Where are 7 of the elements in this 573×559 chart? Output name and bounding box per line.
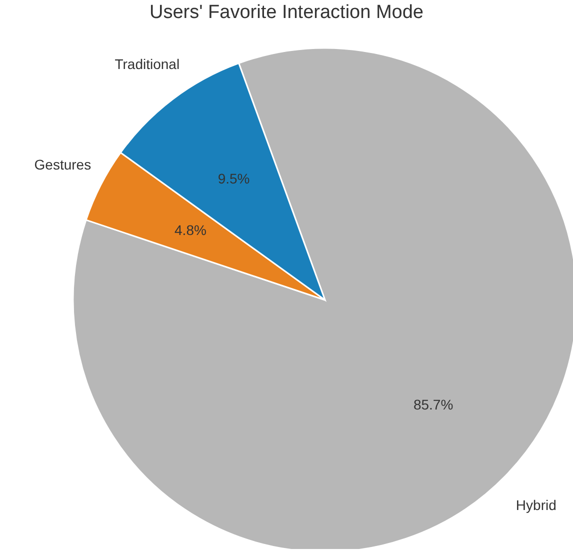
data-label: 9.5% [218,170,250,186]
chart-title: Users' Favorite Interaction Mode [150,2,424,23]
data-label: 85.7% [413,396,454,413]
data-label: 4.8% [174,222,206,238]
slice-label: Traditional [114,56,180,72]
slice-label: Hybrid [516,496,556,513]
slice-label: Gestures [34,156,92,172]
